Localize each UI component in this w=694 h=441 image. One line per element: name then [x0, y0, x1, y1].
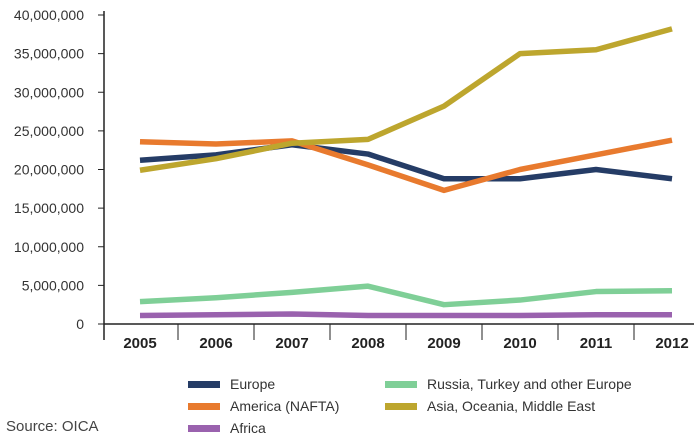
legend-label: Europe [230, 376, 276, 392]
x-tick-label: 2008 [351, 335, 384, 352]
legend-label: Africa [230, 420, 266, 436]
x-tick-label: 2006 [199, 335, 232, 352]
y-tick-label: 20,000,000 [14, 162, 84, 178]
x-tick-label: 2007 [275, 335, 308, 352]
y-tick-label: 15,000,000 [14, 200, 84, 216]
x-tick-label: 2011 [580, 335, 613, 352]
y-tick-label: 0 [76, 316, 84, 332]
legend-item-asia-oceania: Asia, Oceania, Middle East [385, 396, 595, 416]
series-line-africa [139, 311, 672, 319]
legend-swatch [385, 402, 417, 410]
y-tick-label: 5,000,000 [22, 277, 84, 293]
legend-item-africa: Africa [188, 418, 266, 438]
source-note: Source: OICA [6, 418, 99, 435]
legend-label: America (NAFTA) [230, 398, 340, 414]
legend-label: Russia, Turkey and other Europe [427, 376, 632, 392]
y-tick-label: 25,000,000 [14, 123, 84, 139]
series-line-russia-turkey-and-other-europe [139, 283, 673, 308]
y-axis: 40,000,000 35,000,000 30,000,000 25,000,000… [14, 7, 105, 340]
line-chart: 40,000,000 35,000,000 30,000,000 25,000,000… [14, 7, 694, 352]
y-tick-label: 10,000,000 [14, 239, 84, 255]
x-axis: 2005 2006 2007 2008 2009 2010 2011 2012 [104, 323, 694, 352]
series-line-europe [139, 142, 673, 182]
y-tick-label: 35,000,000 [14, 46, 84, 62]
legend-swatch [188, 380, 220, 388]
legend-item-russia-turkey: Russia, Turkey and other Europe [385, 374, 632, 394]
series-lines [139, 26, 673, 319]
series-line-america-nafta [139, 137, 673, 194]
legend-item-america-nafta: America (NAFTA) [188, 396, 339, 416]
y-tick-label: 40,000,000 [14, 7, 84, 23]
x-tick-label: 2010 [503, 335, 536, 352]
x-tick-label: 2009 [427, 335, 460, 352]
legend: Europe America (NAFTA) Africa Russia, Tu… [188, 374, 688, 440]
x-tick-label: 2005 [123, 335, 156, 352]
legend-swatch [188, 424, 220, 432]
legend-item-europe: Europe [188, 374, 275, 394]
legend-swatch [188, 402, 220, 410]
series-line-asia-oceania-middle-east [139, 26, 673, 173]
legend-label: Asia, Oceania, Middle East [427, 398, 596, 414]
y-tick-label: 30,000,000 [14, 84, 84, 100]
legend-swatch [385, 380, 417, 388]
x-tick-label: 2012 [655, 335, 688, 352]
